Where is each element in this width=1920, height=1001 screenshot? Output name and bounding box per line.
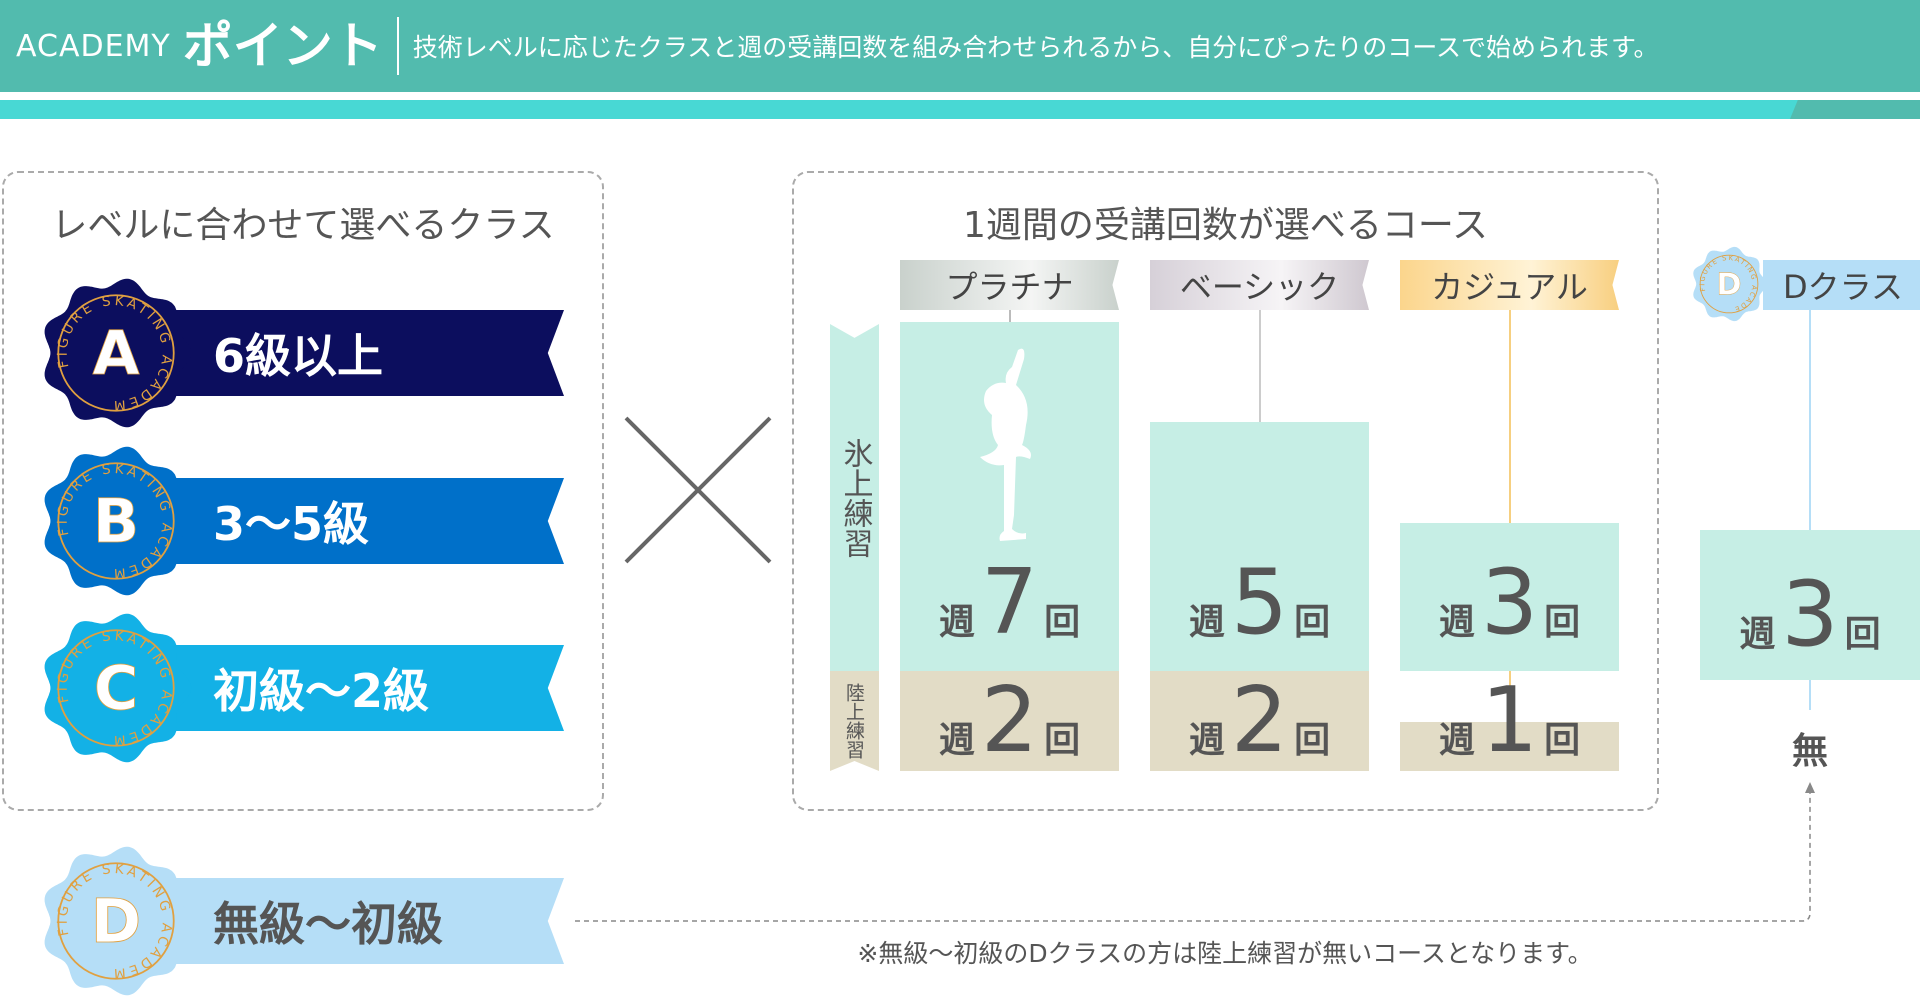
class-grade-range: 3〜5級: [213, 497, 370, 551]
class-grade-range: 6級以上: [213, 329, 384, 383]
times-label: 回: [1294, 602, 1331, 643]
course-connector: [1009, 310, 1011, 322]
d-class-land-none: 無: [1791, 731, 1828, 772]
courses-title: 1週間の受講回数が選べるコース: [962, 205, 1489, 246]
d-class-ice-count: 3: [1781, 562, 1839, 667]
skater-silhouette: [980, 348, 1031, 541]
land-count: 2: [1230, 668, 1289, 773]
badge-letter: B: [93, 487, 139, 557]
class-ribbon-c: 初級〜2級: [159, 645, 564, 731]
badge-letter: C: [94, 654, 139, 724]
times-icon: [624, 416, 772, 564]
times-label: 回: [1844, 614, 1881, 655]
course-name: プラチナ: [945, 268, 1074, 306]
week-label: 週: [1188, 720, 1225, 761]
class-grade-range: 初級〜2級: [213, 664, 430, 718]
header-banner: ACADEMY ポイント 技術レベルに応じたクラスと週の受講回数を組み合わせられ…: [0, 0, 1920, 92]
course-connector-lower: [1509, 671, 1511, 722]
class-ribbon-a: 6級以上: [159, 310, 564, 396]
accent-stripe-end: [1790, 100, 1920, 119]
class-badge-d: FIGURE SKATING ACADEMY D: [36, 841, 192, 996]
course-name: カジュアル: [1431, 268, 1588, 306]
times-label: 回: [1544, 602, 1581, 643]
footnote: ※無級〜初級のDクラスの方は陸上練習が無いコースとなります。: [857, 939, 1593, 968]
land-count: 1: [1480, 668, 1539, 773]
badge-letter: D: [91, 887, 141, 957]
times-label: 回: [1294, 720, 1331, 761]
class-ribbon-d: 無級〜初級: [159, 878, 564, 964]
courses-panel: [792, 171, 1659, 811]
times-label: 回: [1044, 602, 1081, 643]
badge-scallop: [44, 846, 192, 996]
times-label: 回: [1044, 720, 1081, 761]
badge-scallop: [1693, 246, 1767, 322]
course-header-0: プラチナ: [900, 260, 1119, 310]
course-header-2: カジュアル: [1400, 260, 1619, 310]
badge-scallop: [44, 278, 192, 428]
accent-stripe: [0, 100, 1920, 119]
d-class-badge: FIGURE SKATING ACADEMY D: [1689, 244, 1767, 322]
land-count: 2: [980, 668, 1039, 773]
class-badge-a: FIGURE SKATING ACADEMY A: [36, 273, 192, 428]
week-label: 週: [1188, 602, 1225, 643]
brand-label: ACADEMY: [16, 28, 171, 64]
d-class-arrow: [575, 782, 1815, 922]
week-label: 週: [1438, 720, 1475, 761]
d-class-name: Dクラス: [1783, 268, 1904, 306]
badge-scallop: [44, 446, 192, 596]
ice-count: 5: [1230, 550, 1289, 655]
times-label: 回: [1544, 720, 1581, 761]
d-class-connector-lower: [1809, 680, 1811, 710]
d-class-header: Dクラス: [1763, 260, 1920, 310]
land-practice-label-bar: 陸上練習: [830, 671, 879, 771]
ice-count: 7: [980, 550, 1039, 655]
land-practice-label: 陸上練習: [843, 683, 865, 759]
course-connector: [1259, 310, 1261, 422]
class-badge-c: FIGURE SKATING ACADEMY C: [36, 608, 192, 763]
ice-count: 3: [1480, 550, 1539, 655]
ice-practice-label: 氷上練習: [837, 437, 873, 558]
week-label: 週: [938, 720, 975, 761]
course-header-1: ベーシック: [1150, 260, 1369, 310]
course-connector: [1509, 310, 1511, 523]
page-title: ポイント: [183, 17, 399, 75]
week-label: 週: [1438, 602, 1475, 643]
levels-panel: [2, 171, 604, 811]
badge-letter: A: [92, 319, 139, 389]
badge-scallop: [44, 613, 192, 763]
d-class-connector: [1809, 310, 1811, 530]
ice-practice-label-bar: 氷上練習: [830, 324, 879, 671]
badge-letter: D: [1716, 267, 1741, 302]
course-name: ベーシック: [1179, 268, 1340, 306]
class-badge-b: FIGURE SKATING ACADEMY B: [36, 441, 192, 596]
class-ribbon-b: 3〜5級: [159, 478, 564, 564]
class-grade-range: 無級〜初級: [213, 897, 443, 951]
levels-title: レベルに合わせて選べるクラス: [51, 205, 555, 246]
week-label: 週: [938, 602, 975, 643]
week-label: 週: [1739, 614, 1776, 655]
header-subtitle: 技術レベルに応じたクラスと週の受講回数を組み合わせられるから、自分にぴったりのコ…: [412, 33, 1659, 62]
